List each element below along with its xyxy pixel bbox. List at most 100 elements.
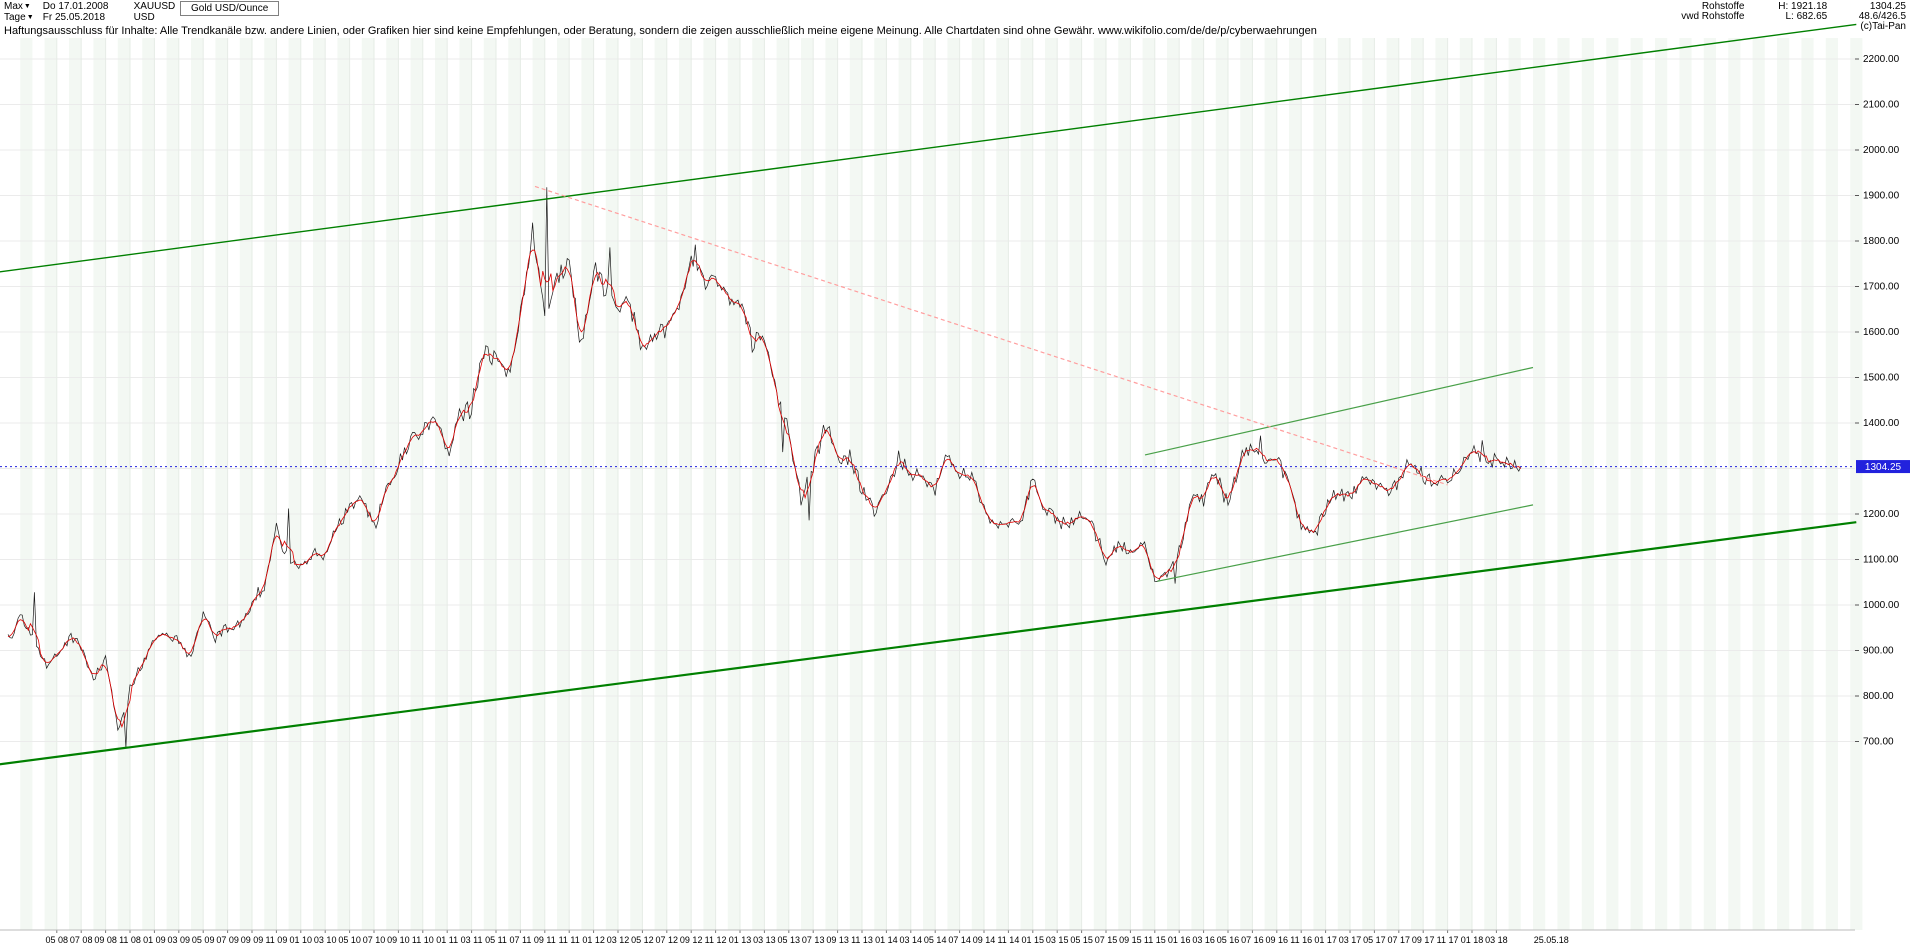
x-axis-label: 07 12	[656, 935, 679, 945]
x-axis-label: 03 13	[753, 935, 776, 945]
month-stripe	[1557, 38, 1570, 930]
y-axis-label: 700.00	[1863, 737, 1894, 748]
y-axis-label: 1200.00	[1863, 509, 1900, 520]
month-stripe	[191, 38, 204, 930]
x-axis-label: 09 12	[680, 935, 703, 945]
y-axis-label: 1800.00	[1863, 236, 1900, 247]
disclaimer-text: Haftungsausschluss für Inhalte: Alle Tre…	[4, 25, 1317, 37]
y-axis-label: 900.00	[1863, 646, 1894, 657]
copyright-label: (c)Tai-Pan	[1860, 21, 1906, 32]
month-stripe	[532, 38, 545, 930]
x-axis-label: 09 14	[973, 935, 996, 945]
month-stripe	[1118, 38, 1131, 930]
x-axis-label: 03 18	[1485, 935, 1508, 945]
month-stripe	[1630, 38, 1643, 930]
month-stripe	[1069, 38, 1082, 930]
month-stripe	[776, 38, 789, 930]
x-axis-label: 01 12	[582, 935, 605, 945]
month-stripe	[1411, 38, 1424, 930]
close-price-line	[7, 249, 1522, 729]
inner-lower-trendline[interactable]	[1157, 504, 1534, 582]
x-axis-label: 05 08	[46, 935, 69, 945]
month-stripe	[410, 38, 423, 930]
end-date: Fr 25.05.2018	[42, 12, 106, 23]
x-axis-end-label: 25.05.18	[1534, 935, 1569, 945]
month-stripe	[605, 38, 618, 930]
high-value: H: 1921.18	[1778, 1, 1828, 12]
month-stripe	[459, 38, 472, 930]
month-stripe	[239, 38, 252, 930]
x-axis-label: 03 10	[314, 935, 337, 945]
month-stripe	[1752, 38, 1765, 930]
x-axis-label: 07 16	[1241, 935, 1264, 945]
month-stripe	[679, 38, 692, 930]
x-axis-label: 11 10	[412, 935, 434, 945]
timeframe-dropdown[interactable]: Tage▼	[4, 13, 40, 23]
x-axis-label: 11 14	[997, 935, 1019, 945]
chevron-down-icon: ▼	[23, 3, 31, 10]
x-axis-label: 01 10	[290, 935, 313, 945]
symbol-label: XAUUSD	[133, 1, 176, 12]
month-stripe	[264, 38, 277, 930]
x-axis-label: 11 08	[119, 935, 141, 945]
y-axis-label: 1600.00	[1863, 327, 1900, 338]
x-axis-label: 05 12	[631, 935, 654, 945]
quote-info-panel: Rohstoffe H: 1921.18 1304.25 vwd Rohstof…	[1681, 2, 1906, 32]
x-axis-label: 09 16	[1266, 935, 1289, 945]
month-stripe	[313, 38, 326, 930]
x-axis-label: 05 14	[924, 935, 947, 945]
x-axis-label: 03 16	[1192, 935, 1215, 945]
x-axis-label: 01 11	[436, 935, 458, 945]
y-axis-label: 1500.00	[1863, 373, 1900, 384]
upper-channel-line[interactable]	[0, 23, 1857, 273]
current-price: 1304.25	[1869, 1, 1906, 12]
month-stripe	[1045, 38, 1058, 930]
month-stripe	[1679, 38, 1692, 930]
x-axis-label: 03 09	[168, 935, 191, 945]
x-axis-label: 05 11	[485, 935, 507, 945]
inner-upper-trendline[interactable]	[1144, 366, 1534, 456]
x-axis-label: 11 15	[1144, 935, 1166, 945]
price-chart[interactable]: 05 08 07 08 09 08 11 08 01 09 03 09 05 09 07 09…	[0, 22, 1912, 952]
x-axis-label: 03 17	[1339, 935, 1362, 945]
month-stripe	[654, 38, 667, 930]
month-stripe	[581, 38, 594, 930]
x-axis-label: 09 09	[241, 935, 264, 945]
x-axis-label: 07 15	[1095, 935, 1118, 945]
x-axis-label: 11 12	[705, 935, 727, 945]
low-value: L: 682.65	[1785, 11, 1828, 22]
month-stripe	[1703, 38, 1716, 930]
month-stripe	[557, 38, 570, 930]
month-stripe	[1289, 38, 1302, 930]
y-axis-label: 1700.00	[1863, 282, 1900, 293]
x-axis-label: 01 14	[875, 935, 898, 945]
x-axis-label: 05 15	[1070, 935, 1093, 945]
lower-channel-line[interactable]	[0, 521, 1857, 766]
x-axis-label: 09 11	[534, 935, 556, 945]
month-stripe	[1508, 38, 1521, 930]
month-stripe	[1215, 38, 1228, 930]
month-stripe	[288, 38, 301, 930]
month-stripe	[874, 38, 887, 930]
x-axis-label: 11 11	[559, 935, 580, 945]
x-axis-label: 03 11	[461, 935, 483, 945]
instrument-name-box[interactable]: Gold USD/Ounce	[180, 1, 280, 16]
month-stripe	[630, 38, 643, 930]
month-stripe	[44, 38, 57, 930]
month-stripe	[361, 38, 374, 930]
downtrend-line[interactable]	[534, 185, 1448, 486]
x-axis-label: 01 16	[1168, 935, 1191, 945]
month-stripe	[1142, 38, 1155, 930]
last-price-label	[1856, 460, 1910, 474]
y-axis-label: 1900.00	[1863, 191, 1900, 202]
x-axis-label: 05 09	[192, 935, 215, 945]
x-axis-label: 03 12	[607, 935, 630, 945]
month-stripe	[1240, 38, 1253, 930]
month-stripe	[947, 38, 960, 930]
x-axis-label: 07 11	[509, 935, 531, 945]
month-stripe	[825, 38, 838, 930]
month-stripe	[20, 38, 33, 930]
month-stripe	[337, 38, 350, 930]
x-axis-label: 07 10	[363, 935, 386, 945]
range-dropdown[interactable]: Max▼	[4, 2, 40, 12]
